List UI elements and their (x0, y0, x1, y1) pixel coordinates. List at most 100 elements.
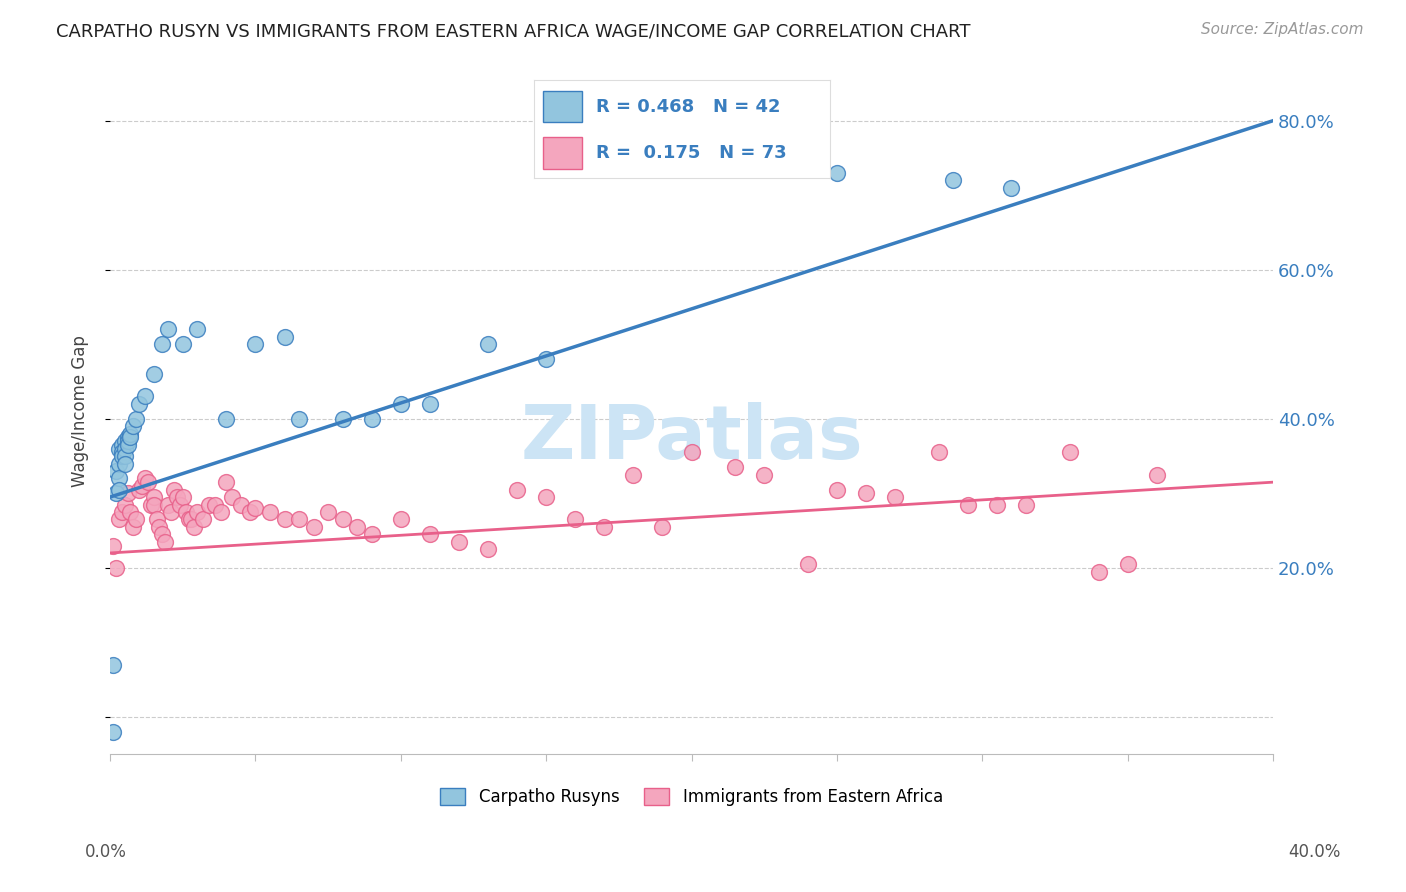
Point (302, 520, 325, 534)
Point (111, 445, 134, 459)
Text: R = 0.468   N = 42: R = 0.468 N = 42 (596, 98, 780, 116)
Point (142, 490, 165, 504)
Point (104, 561, 127, 575)
Point (139, 498, 162, 512)
Point (215, 412, 238, 426)
Point (186, 322, 208, 336)
Point (157, 322, 180, 336)
Point (229, 498, 252, 512)
Point (389, 397, 412, 411)
Point (125, 412, 148, 426)
Point (855, 486, 877, 500)
Point (1015, 498, 1038, 512)
Point (884, 490, 907, 504)
Point (447, 534, 470, 549)
Point (534, 352, 557, 367)
Y-axis label: Wage/Income Gap: Wage/Income Gap (72, 335, 89, 487)
Point (128, 483, 150, 497)
Point (134, 471, 156, 485)
Point (221, 490, 243, 504)
Point (360, 527, 382, 541)
Point (111, 449, 134, 463)
Point (163, 483, 186, 497)
Point (621, 467, 644, 482)
Point (1087, 565, 1109, 579)
Text: 0.0%: 0.0% (84, 843, 127, 861)
Point (928, 445, 950, 459)
Point (180, 512, 202, 526)
Point (681, 445, 703, 459)
Point (172, 337, 194, 351)
Point (101, 724, 124, 739)
Point (204, 498, 226, 512)
Point (419, 527, 441, 541)
Point (477, 337, 499, 351)
Text: Source: ZipAtlas.com: Source: ZipAtlas.com (1201, 22, 1364, 37)
Point (332, 512, 354, 526)
Point (101, 539, 124, 553)
Point (111, 505, 134, 519)
Point (107, 471, 129, 485)
Text: 40.0%: 40.0% (1288, 843, 1341, 861)
Point (1146, 467, 1168, 482)
Point (239, 505, 262, 519)
Point (986, 498, 1008, 512)
Point (245, 501, 267, 516)
Point (534, 490, 557, 504)
Point (107, 512, 129, 526)
Point (125, 512, 148, 526)
Point (797, 557, 820, 571)
Text: R =  0.175   N = 73: R = 0.175 N = 73 (596, 144, 787, 161)
Point (273, 330, 295, 344)
Point (117, 438, 139, 452)
Point (316, 505, 339, 519)
Point (152, 337, 174, 351)
Point (142, 367, 165, 381)
Point (360, 412, 382, 426)
Point (389, 512, 412, 526)
Point (120, 505, 142, 519)
Point (477, 542, 499, 557)
Point (157, 498, 180, 512)
Text: ZIPatlas: ZIPatlas (520, 402, 863, 475)
Point (107, 457, 129, 471)
Point (120, 426, 142, 441)
Point (172, 490, 194, 504)
Text: CARPATHO RUSYN VS IMMIGRANTS FROM EASTERN AFRICA WAGE/INCOME GAP CORRELATION CHA: CARPATHO RUSYN VS IMMIGRANTS FROM EASTER… (56, 22, 970, 40)
Point (288, 412, 311, 426)
Point (942, 173, 965, 187)
Point (104, 486, 127, 500)
Point (215, 475, 238, 490)
Point (131, 479, 153, 493)
FancyBboxPatch shape (543, 91, 582, 122)
Point (152, 527, 174, 541)
Point (101, 657, 124, 672)
Point (245, 337, 267, 351)
Point (419, 397, 441, 411)
Point (273, 512, 295, 526)
Point (651, 520, 673, 534)
Point (593, 520, 616, 534)
Point (122, 520, 145, 534)
Point (122, 419, 145, 434)
Point (136, 475, 159, 490)
Point (111, 438, 134, 452)
Point (506, 483, 529, 497)
FancyBboxPatch shape (543, 137, 582, 169)
Point (1116, 557, 1139, 571)
Point (186, 505, 208, 519)
Point (107, 483, 129, 497)
Point (288, 512, 311, 526)
Point (209, 505, 232, 519)
Point (117, 430, 139, 444)
Point (1000, 181, 1022, 195)
Point (114, 442, 136, 456)
Point (104, 464, 127, 478)
Point (114, 498, 136, 512)
Point (142, 498, 165, 512)
Point (724, 460, 747, 475)
Point (346, 520, 368, 534)
Point (825, 483, 848, 497)
Point (1059, 445, 1081, 459)
Point (114, 457, 136, 471)
